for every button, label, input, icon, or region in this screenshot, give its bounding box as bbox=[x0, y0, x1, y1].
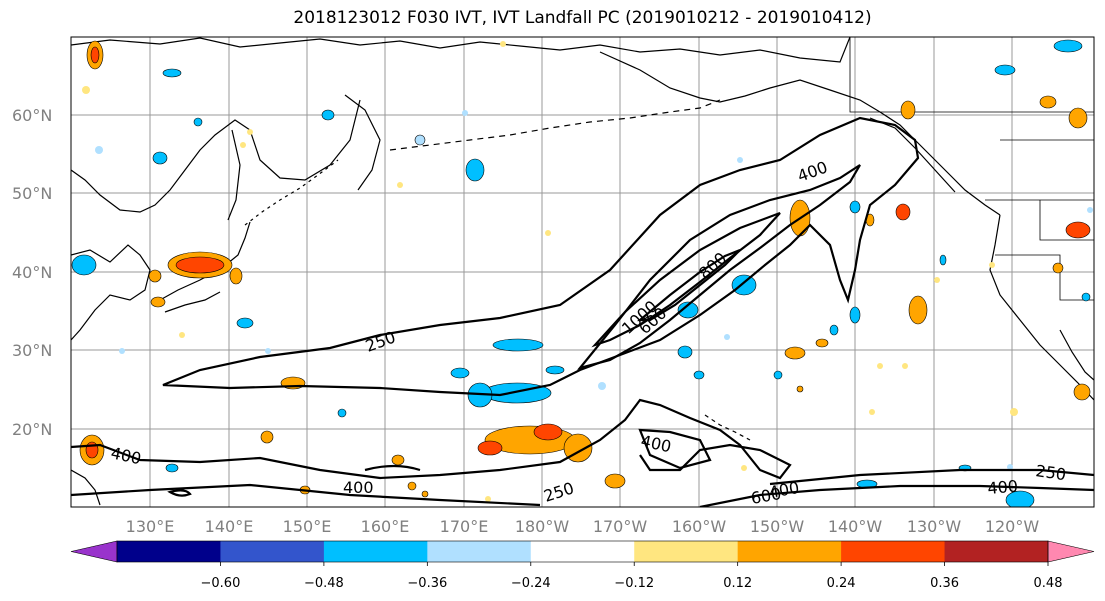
colorbar-swatch bbox=[634, 541, 739, 562]
colorbar-swatch bbox=[737, 541, 842, 562]
colorbar-tick-label: −0.36 bbox=[407, 576, 447, 591]
lat-label: 20°N bbox=[12, 420, 52, 439]
colorbar-tick-label: −0.60 bbox=[201, 576, 241, 591]
lon-label: 180°W bbox=[515, 517, 570, 536]
lon-label: 150°E bbox=[283, 517, 332, 536]
lat-label: 40°N bbox=[12, 263, 52, 282]
colorbar-swatch bbox=[323, 541, 428, 562]
lat-label: 50°N bbox=[12, 184, 52, 203]
map-title: 2018123012 F030 IVT, IVT Landfall PC (20… bbox=[293, 8, 872, 28]
colorbar-extend-low bbox=[70, 540, 118, 563]
lon-label: 160°E bbox=[361, 517, 410, 536]
colorbar-swatch bbox=[944, 541, 1049, 562]
svg-text:600: 600 bbox=[749, 484, 782, 508]
lon-label: 130°W bbox=[907, 517, 962, 536]
colorbar-tick-label: 0.48 bbox=[1034, 576, 1063, 591]
political-borders bbox=[849, 37, 1094, 301]
colorbar: −0.60 −0.48 −0.36 −0.24 −0.12 0.12 0.24 0.36 0.4… bbox=[70, 540, 1095, 591]
colorbar-extend-high bbox=[1047, 540, 1095, 563]
map-frame bbox=[70, 36, 1095, 508]
colorbar-tick-label: 0.24 bbox=[827, 576, 856, 591]
colorbar-tick-label: −0.24 bbox=[511, 576, 551, 591]
colorbar-tick-label: −0.12 bbox=[614, 576, 654, 591]
colorbar-swatch bbox=[220, 541, 325, 562]
colorbar-swatch bbox=[841, 541, 946, 562]
lat-label: 60°N bbox=[12, 106, 52, 125]
lat-label: 30°N bbox=[12, 341, 52, 360]
lon-label: 120°W bbox=[985, 517, 1040, 536]
ivt-contours bbox=[71, 116, 1094, 507]
colorbar-swatch bbox=[117, 541, 221, 562]
svg-text:250: 250 bbox=[1034, 461, 1067, 484]
svg-text:400: 400 bbox=[343, 478, 374, 497]
longitude-labels: 130°E 140°E 150°E 160°E 170°E 180°W 170°W 160°W… bbox=[126, 517, 1040, 536]
lon-label: 140°W bbox=[828, 517, 883, 536]
colorbar-tick-label: 0.36 bbox=[930, 576, 959, 591]
svg-text:400: 400 bbox=[987, 476, 1019, 498]
anomaly-shading bbox=[71, 39, 1093, 507]
lon-label: 170°E bbox=[440, 517, 489, 536]
colorbar-swatch bbox=[530, 541, 635, 562]
coastlines bbox=[71, 37, 1094, 506]
colorbar-tick-label: −0.48 bbox=[304, 576, 344, 591]
lon-label: 170°W bbox=[593, 517, 648, 536]
latitude-labels: 60°N 50°N 40°N 30°N 20°N bbox=[12, 106, 52, 439]
lon-label: 130°E bbox=[126, 517, 175, 536]
lon-label: 150°W bbox=[750, 517, 805, 536]
colorbar-swatch bbox=[427, 541, 532, 562]
lon-label: 160°W bbox=[672, 517, 727, 536]
colorbar-tick-label: 0.12 bbox=[723, 576, 752, 591]
lon-label: 140°E bbox=[205, 517, 254, 536]
